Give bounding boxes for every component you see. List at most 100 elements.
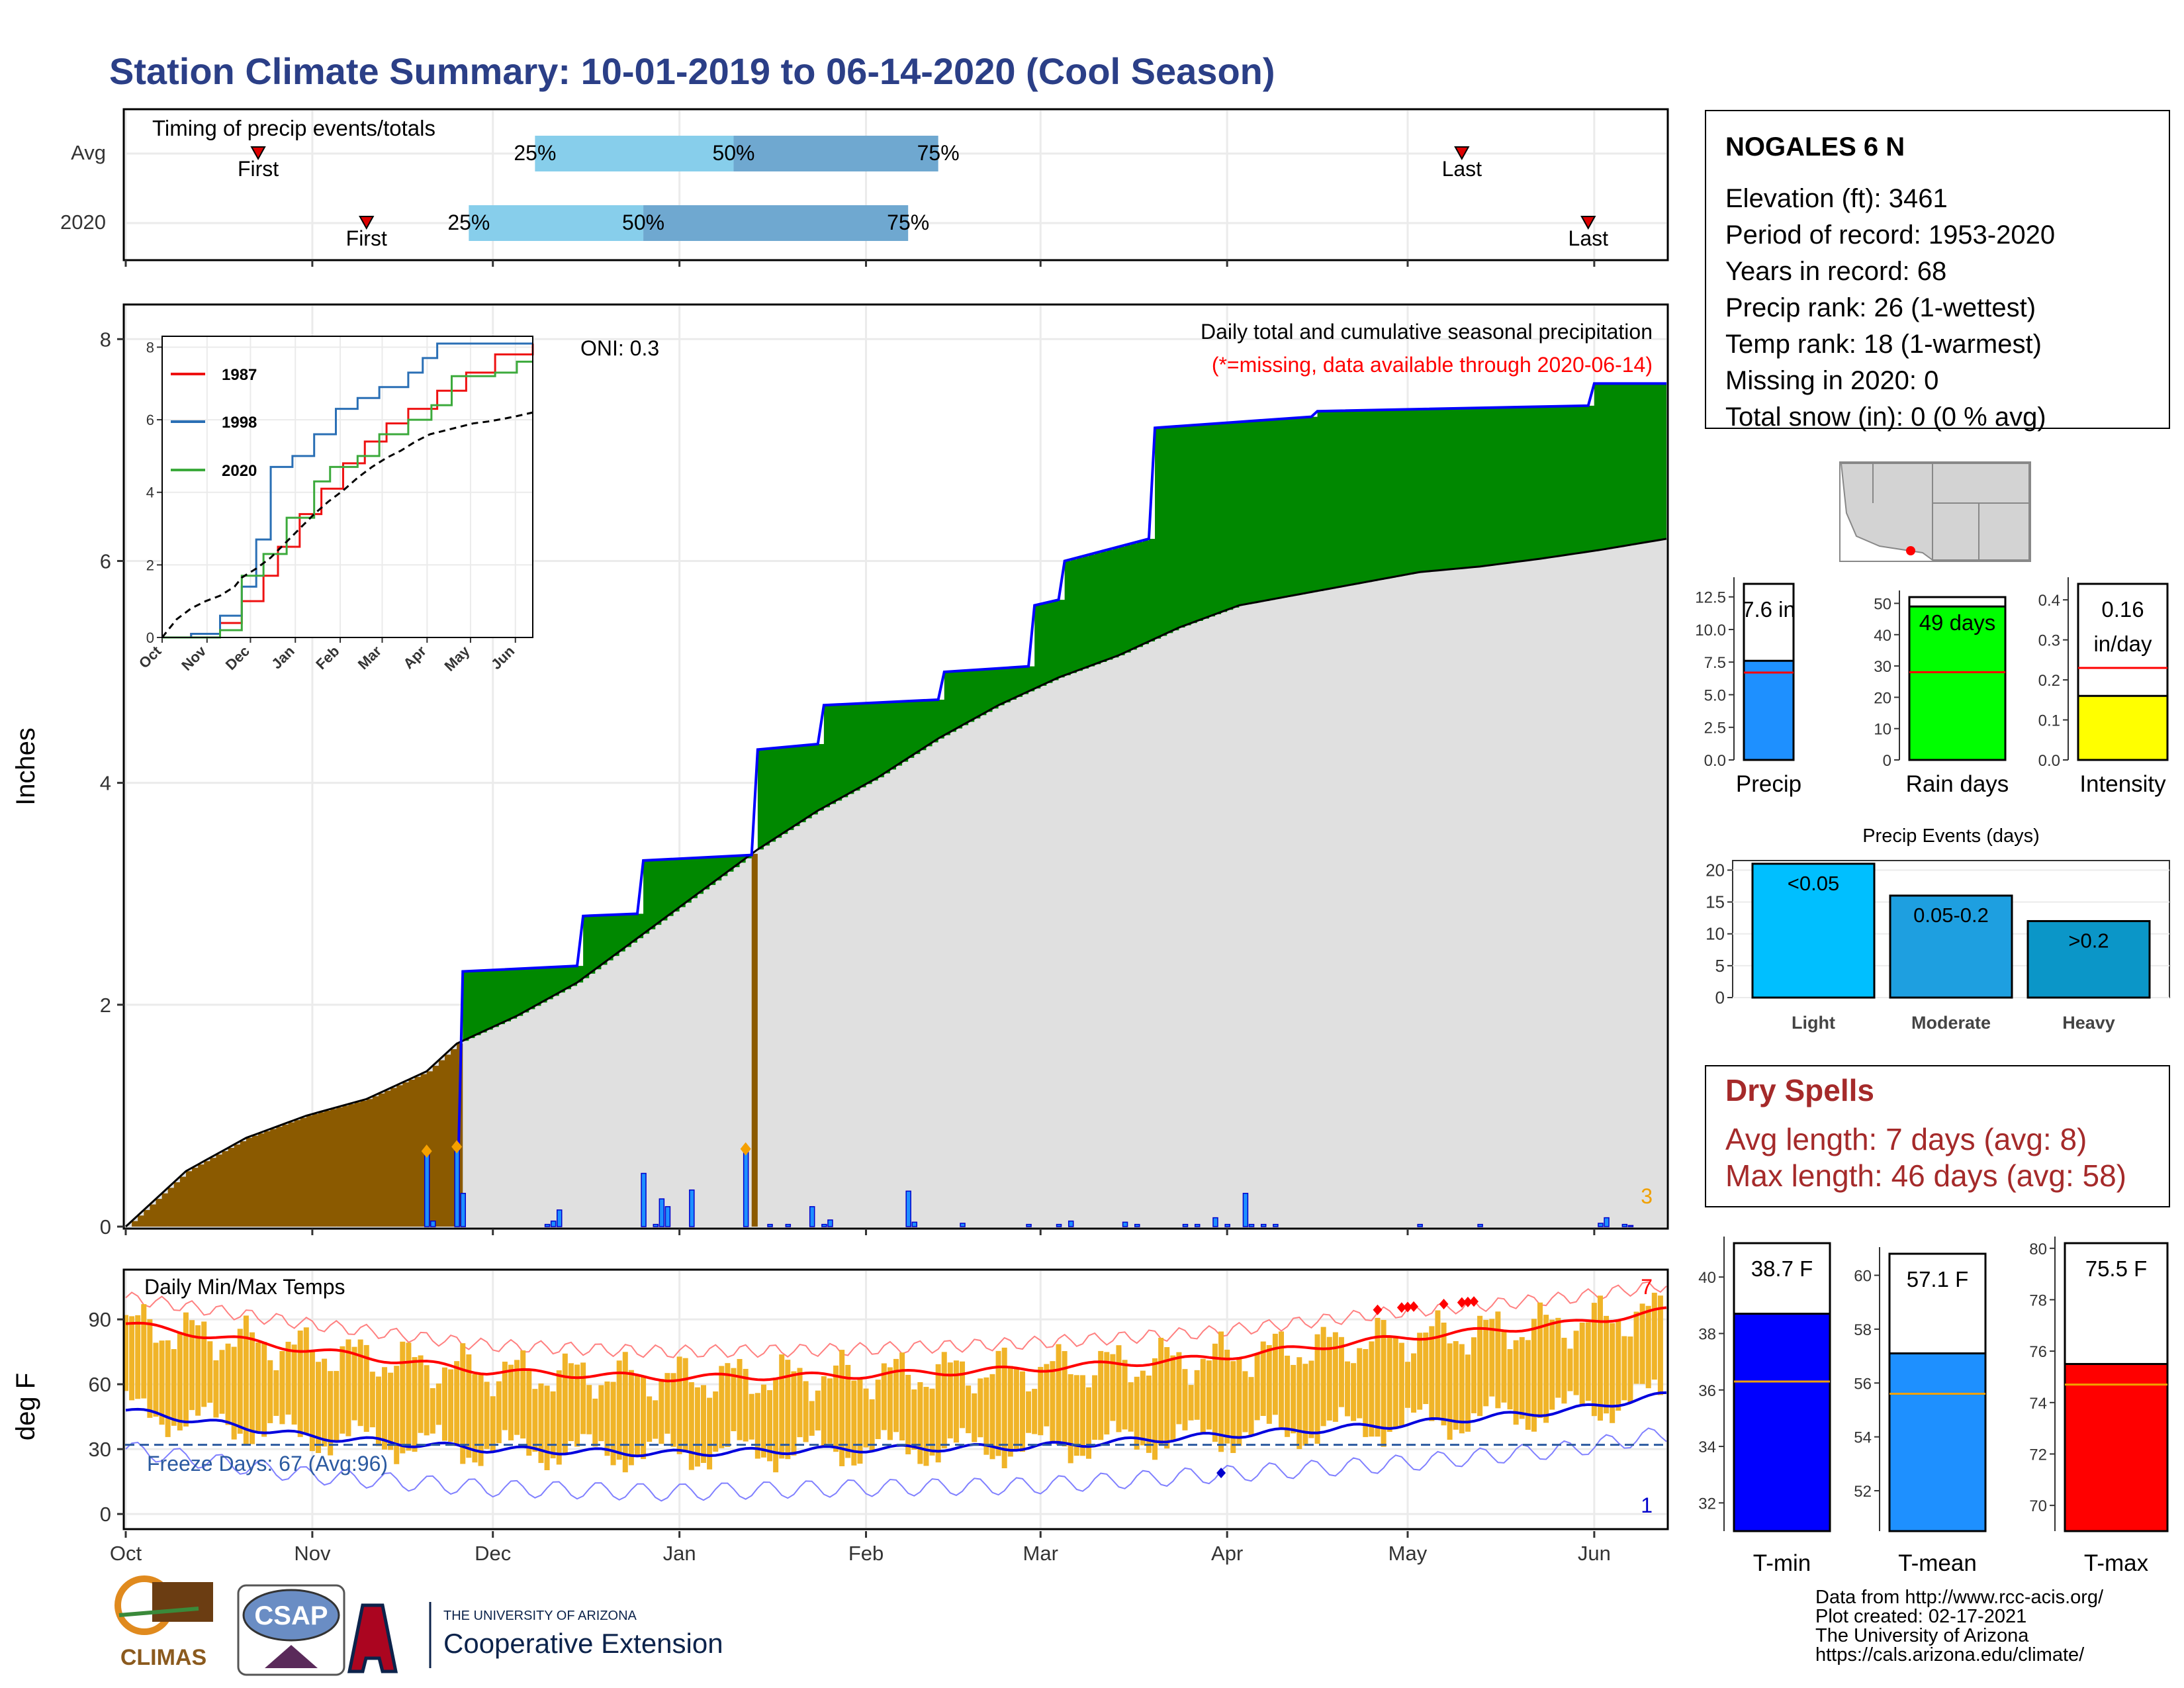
events-ytick-label: 5 [1715, 956, 1725, 976]
daily-temp-range-bar [1398, 1342, 1404, 1427]
month-label: May [1388, 1542, 1428, 1565]
daily-temp-range-bar [1489, 1319, 1495, 1397]
climas-line [118, 1607, 199, 1617]
t-max-ytick-label: 74 [2029, 1395, 2047, 1413]
daily-temp-range-bar [760, 1384, 766, 1458]
t-mean-name-label: T-mean [1898, 1550, 1977, 1576]
daily-temp-range-bar [719, 1366, 725, 1448]
daily-temp-range-bar [972, 1393, 978, 1442]
legend-1987-label: 1987 [222, 366, 257, 384]
average-cumulative-area [126, 538, 1666, 1227]
daily-temp-range-bar [1525, 1340, 1531, 1430]
daily-temp-range-bar [1591, 1303, 1597, 1417]
intensity-ytick-label: 0.4 [2038, 592, 2060, 610]
daily-temp-range-bar [1242, 1371, 1248, 1432]
ua-small-text: THE UNIVERSITY OF ARIZONA [443, 1609, 637, 1623]
daily-precip-bar [1477, 1223, 1483, 1227]
daily-temp-range-bar [550, 1391, 556, 1459]
daily-temp-range-bar [754, 1393, 760, 1459]
daily-temp-range-bar [989, 1374, 995, 1460]
daily-temp-range-bar [1068, 1374, 1073, 1464]
daily-temp-range-bar [309, 1351, 315, 1452]
record-min-line [125, 1427, 1667, 1502]
daily-temp-range-bar [430, 1388, 435, 1434]
intensity-value-label: in/day [2093, 632, 2152, 656]
daily-temp-range-bar [1417, 1333, 1423, 1410]
daily-temp-range-bar [1079, 1375, 1085, 1456]
dry-spells-avg: Avg length: 7 days (avg: 8) [1725, 1122, 2087, 1156]
daily-temp-range-bar [1345, 1361, 1351, 1417]
daily-temp-range-bar [141, 1304, 147, 1399]
daily-temp-range-bar [791, 1371, 797, 1456]
daily-temp-range-bar [490, 1396, 496, 1452]
station-missing: Missing in 2020: 0 [1725, 366, 1938, 395]
daily-precip-bar [653, 1223, 659, 1227]
daily-temp-range-bar [1363, 1349, 1369, 1437]
daily-temp-range-bar [1519, 1336, 1525, 1419]
daily-temp-range-bar [1116, 1345, 1122, 1432]
daily-precip-bar [809, 1206, 815, 1227]
t-max-ytick-label: 78 [2029, 1291, 2047, 1309]
daily-temp-range-bar [249, 1332, 255, 1444]
daily-temp-range-bar [1218, 1331, 1224, 1452]
daily-temp-range-bar [1206, 1360, 1212, 1430]
daily-temp-range-bar [1453, 1340, 1459, 1430]
daily-temp-range-bar [1194, 1370, 1200, 1420]
daily-temp-range-bar [351, 1346, 357, 1421]
daily-temp-range-bar [225, 1343, 231, 1425]
t-min-name-label: T-min [1753, 1550, 1811, 1576]
daily-temp-range-bar [995, 1350, 1001, 1456]
daily-precip-bar [767, 1223, 773, 1227]
daily-temp-range-bar [1465, 1354, 1471, 1432]
events-bar-light [1751, 863, 1876, 999]
daily-temp-range-bar [749, 1393, 754, 1440]
daily-temp-range-bar [978, 1378, 983, 1438]
daily-temp-range-bar [496, 1381, 502, 1444]
daily-temp-range-bar [1507, 1349, 1513, 1410]
t-max-chart: 70 72 74 76 78 80 75.5 F T-max [2029, 1237, 2169, 1576]
daily-temp-range-bar [177, 1333, 183, 1430]
t-min-ytick-label: 40 [1698, 1269, 1716, 1287]
station-elevation: Elevation (ft): 3461 [1725, 184, 1948, 213]
daily-temp-range-bar [201, 1321, 207, 1407]
daily-temp-range-bar [1248, 1377, 1254, 1436]
daily-temp-range-bar [1314, 1334, 1320, 1444]
daily-temp-range-bar [1098, 1350, 1104, 1440]
month-label: Dec [475, 1542, 511, 1565]
precip-ytick-label: 0 [100, 1215, 111, 1239]
t-mean-ytick-label: 56 [1854, 1375, 1872, 1393]
t-min-ytick-label: 38 [1698, 1325, 1716, 1343]
record-low-marker [1216, 1468, 1226, 1479]
daily-temp-range-bar [1357, 1348, 1363, 1419]
heavy-precip-marker [421, 1145, 432, 1158]
daily-temp-range-bar [1633, 1311, 1639, 1384]
daily-temp-range-bar [1056, 1344, 1062, 1445]
precip-ytick-label: 2 [100, 994, 111, 1017]
daily-precip-bar [1598, 1223, 1604, 1227]
daily-temp-range-bar [454, 1361, 460, 1446]
daily-temp-range-bar [1152, 1358, 1158, 1460]
timing-avg-first-marker [250, 146, 266, 161]
daily-temp-range-bar [887, 1367, 893, 1440]
precip-value-bar [1743, 659, 1795, 761]
daily-precip-bar [544, 1223, 551, 1227]
csap-text: CSAP [254, 1601, 328, 1630]
month-label: Apr [1211, 1542, 1243, 1565]
t-max-name-label: T-max [2084, 1550, 2149, 1576]
state-borders [1872, 463, 2029, 560]
daily-temp-range-bar [1104, 1352, 1110, 1434]
inset-1998-line [162, 342, 533, 639]
daily-temp-range-bar [929, 1388, 935, 1456]
average-cumulative-line [124, 538, 1667, 1228]
daily-temp-range-bar [1404, 1362, 1410, 1408]
events-title: Precip Events (days) [1862, 825, 2040, 847]
daily-temp-range-bar [694, 1387, 700, 1467]
daily-precip-bar [659, 1198, 665, 1227]
intensity-ytick-label: 0.0 [2038, 752, 2060, 770]
daily-temp-range-bar [297, 1331, 303, 1437]
daily-temp-range-bar [1567, 1348, 1573, 1391]
record-high-marker [1439, 1298, 1449, 1309]
daily-temp-range-bar [737, 1358, 743, 1440]
season-2020-cumulative-line [455, 382, 1666, 1227]
daily-temp-range-bar [544, 1385, 550, 1470]
